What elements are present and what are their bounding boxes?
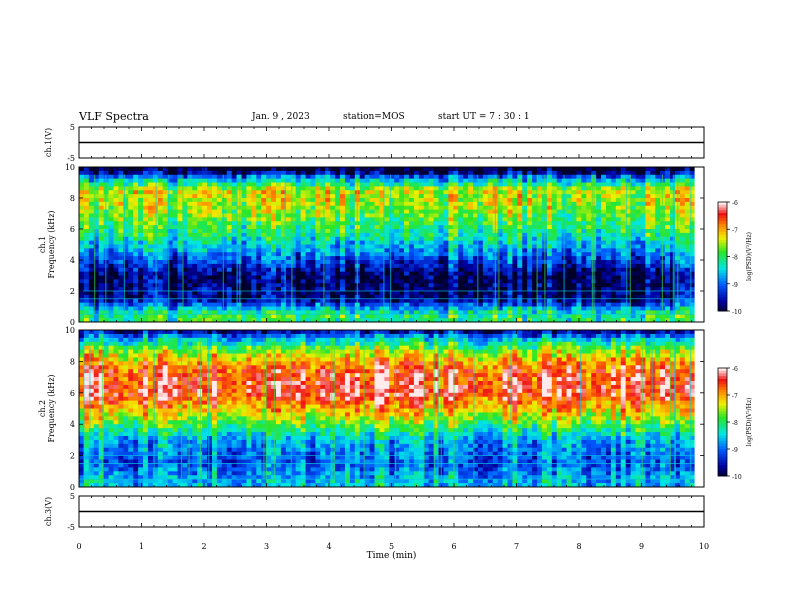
colorbar-tick-label: -6 <box>732 366 738 373</box>
colorbar-ch2 <box>717 367 730 477</box>
ytick-label-panel2: 0 <box>70 318 75 327</box>
xaxis-label: Time (min) <box>367 550 417 561</box>
colorbar-tick-label: -7 <box>732 393 738 400</box>
xtick-label: 1 <box>139 542 144 551</box>
colorbar-tick-label: -6 <box>732 200 738 207</box>
colorbar-tick-label: -9 <box>732 282 738 289</box>
xtick-label: 3 <box>264 542 269 551</box>
ytick-label-panel1: -5 <box>67 154 75 163</box>
ylabel-panel1: ch.1(V) <box>44 128 53 157</box>
station-label: station=MOS <box>343 112 405 122</box>
ytick-label-panel3: 0 <box>70 483 75 492</box>
ytick-label-panel4: -5 <box>67 523 75 532</box>
colorbar-tick-label: -9 <box>732 447 738 454</box>
ytick-label-panel3: 10 <box>65 326 75 335</box>
colorbar-tick-label: -7 <box>732 227 738 234</box>
colorbar-label: log(PSD)(V²/Hz) <box>746 398 753 447</box>
ylabel-panel4: ch.3(V) <box>44 497 53 526</box>
colorbar-tick-label: -10 <box>732 309 742 316</box>
ytick-label-panel1: 5 <box>70 123 75 132</box>
colorbar-ch1 <box>717 201 730 312</box>
ytick-label-panel3: 4 <box>70 420 75 429</box>
xtick-label: 9 <box>639 542 644 551</box>
ytick-label-panel4: 5 <box>70 492 75 501</box>
xtick-label: 7 <box>514 542 519 551</box>
ytick-label-panel3: 2 <box>70 452 75 461</box>
colorbar-tick-label: -10 <box>732 474 742 481</box>
xtick-label: 5 <box>389 542 394 551</box>
start-ut-label: start UT = 7 : 30 : 1 <box>438 112 530 122</box>
figure-title: VLF Spectra <box>79 110 149 123</box>
ytick-label-panel2: 4 <box>70 256 75 265</box>
xtick-label: 4 <box>326 542 331 551</box>
spectrogram-ch2-cells <box>79 330 704 488</box>
ytick-label-panel2: 6 <box>70 225 75 234</box>
date-label: Jan. 9 , 2023 <box>252 112 310 122</box>
ytick-label-panel3: 8 <box>70 357 75 366</box>
xtick-label: 2 <box>201 542 206 551</box>
spectrogram-ch1-cells <box>79 167 704 323</box>
ytick-label-panel2: 10 <box>65 163 75 172</box>
colorbar-tick-label: -8 <box>732 420 738 427</box>
ytick-label-panel2: 8 <box>70 194 75 203</box>
ytick-label-panel3: 6 <box>70 389 75 398</box>
xtick-label: 10 <box>699 542 709 551</box>
ylabel-freq-panel3: Frequency (kHz) <box>47 374 56 442</box>
xtick-label: 8 <box>576 542 581 551</box>
ylabel-channel-panel2: ch.1 <box>38 236 47 253</box>
xtick-label: 6 <box>451 542 456 551</box>
colorbar-tick-label: -8 <box>732 255 738 262</box>
colorbar-label: log(PSD)(V²/Hz) <box>746 232 753 281</box>
xtick-label: 0 <box>76 542 81 551</box>
ylabel-freq-panel2: Frequency (kHz) <box>47 210 56 278</box>
ylabel-channel-panel3: ch.2 <box>38 400 47 417</box>
ytick-label-panel2: 2 <box>70 287 75 296</box>
